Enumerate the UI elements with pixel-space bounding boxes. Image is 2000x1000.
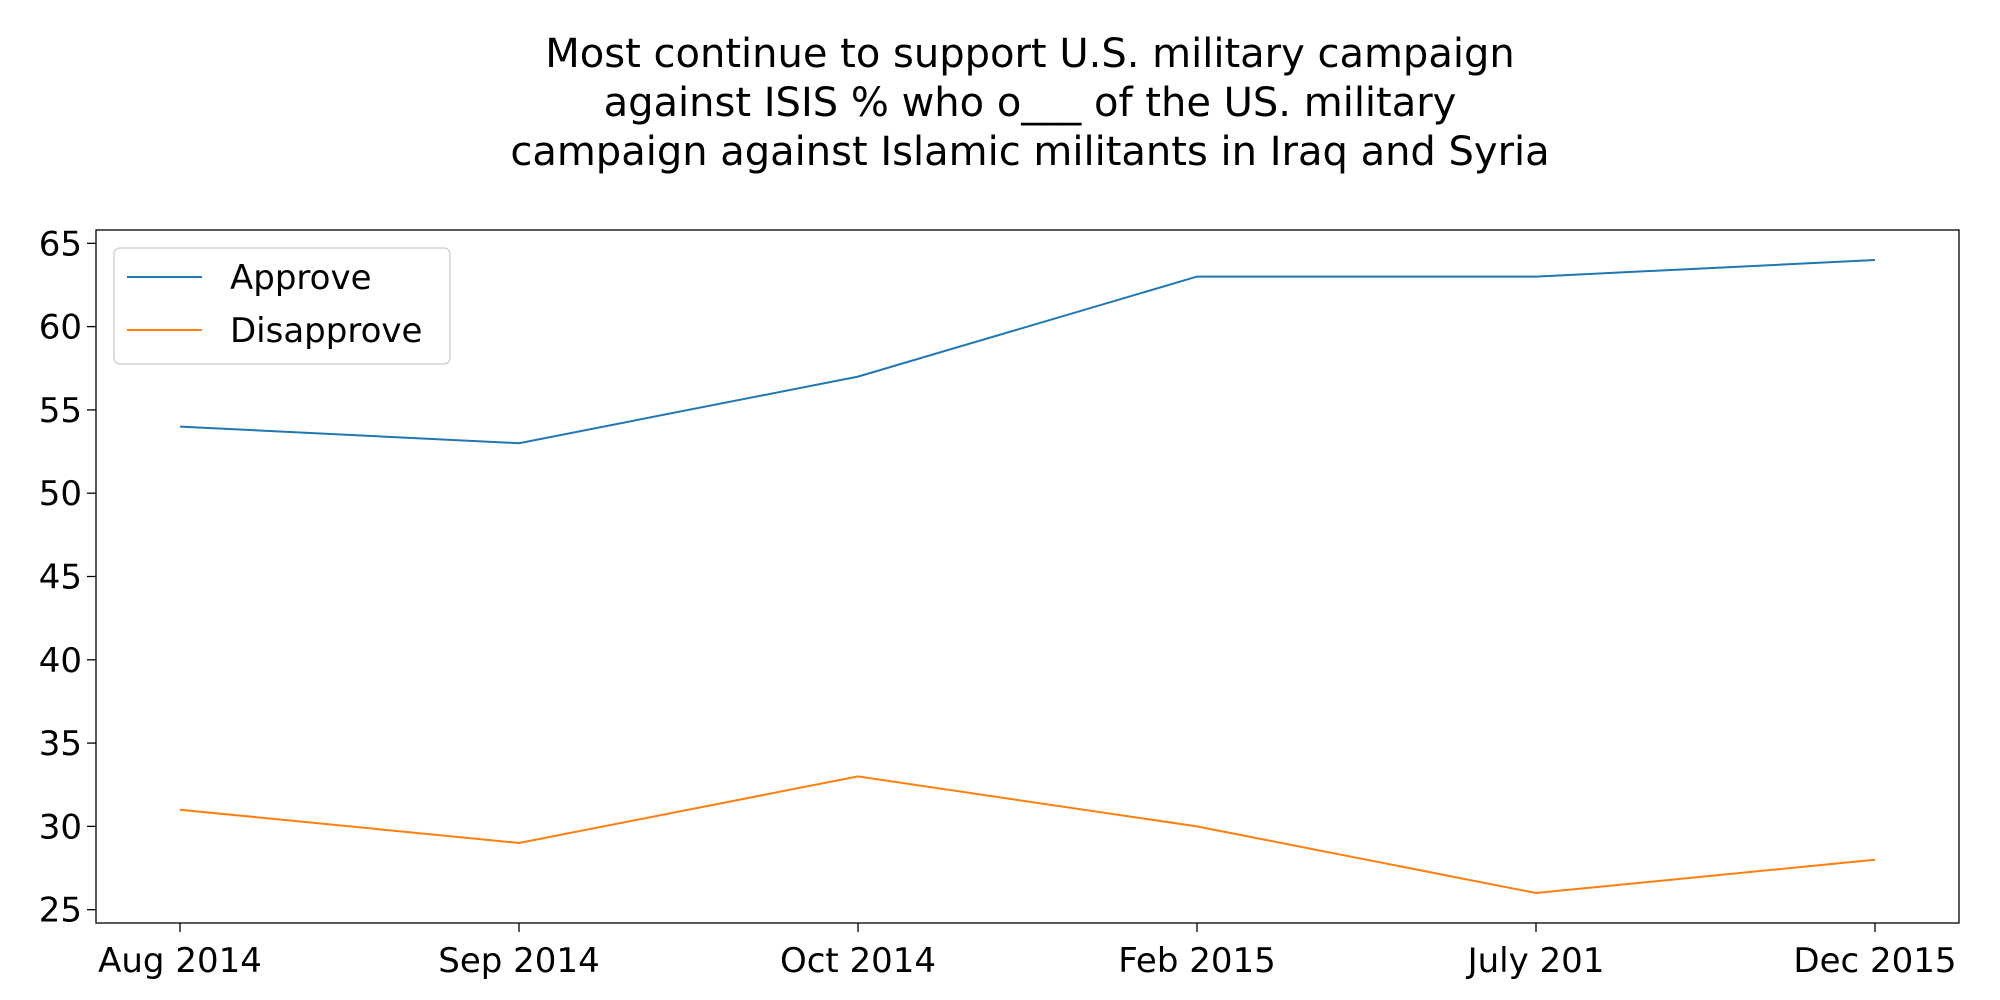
y-tick-label: 35 xyxy=(39,724,82,764)
x-tick-label: Aug 2014 xyxy=(98,941,262,981)
series-line-disapprove xyxy=(179,775,1876,895)
y-tick-label: 60 xyxy=(39,308,82,348)
x-axis: Aug 2014 Sep 2014 Oct 2014 Feb 2015 July 201… xyxy=(98,923,1957,981)
y-tick-label: 55 xyxy=(39,391,82,431)
y-tick-label: 50 xyxy=(39,474,82,514)
y-tick-label: 40 xyxy=(39,641,82,681)
x-tick-label: Oct 2014 xyxy=(780,941,936,981)
x-tick-label: Dec 2015 xyxy=(1793,941,1956,981)
legend-approve-label: Approve xyxy=(230,258,372,298)
y-tick-label: 30 xyxy=(39,807,82,847)
x-tick-label: Sep 2014 xyxy=(438,941,599,981)
chart-title: Most continue to support U.S. military c… xyxy=(510,31,1550,175)
series-lines xyxy=(179,259,1876,895)
plot-frame xyxy=(95,229,1960,924)
legend-disapprove-label: Disapprove xyxy=(230,311,422,351)
x-tick-label: July 201 xyxy=(1466,941,1605,981)
legend: Approve Disapprove xyxy=(113,247,451,365)
y-axis: 25 30 35 40 45 50 55 60 65 xyxy=(39,224,96,931)
series-line-approve xyxy=(179,259,1876,445)
y-tick-label: 45 xyxy=(39,558,82,598)
y-tick-label: 65 xyxy=(39,224,82,264)
y-tick-label: 25 xyxy=(39,891,82,931)
x-tick-label: Feb 2015 xyxy=(1118,941,1276,981)
